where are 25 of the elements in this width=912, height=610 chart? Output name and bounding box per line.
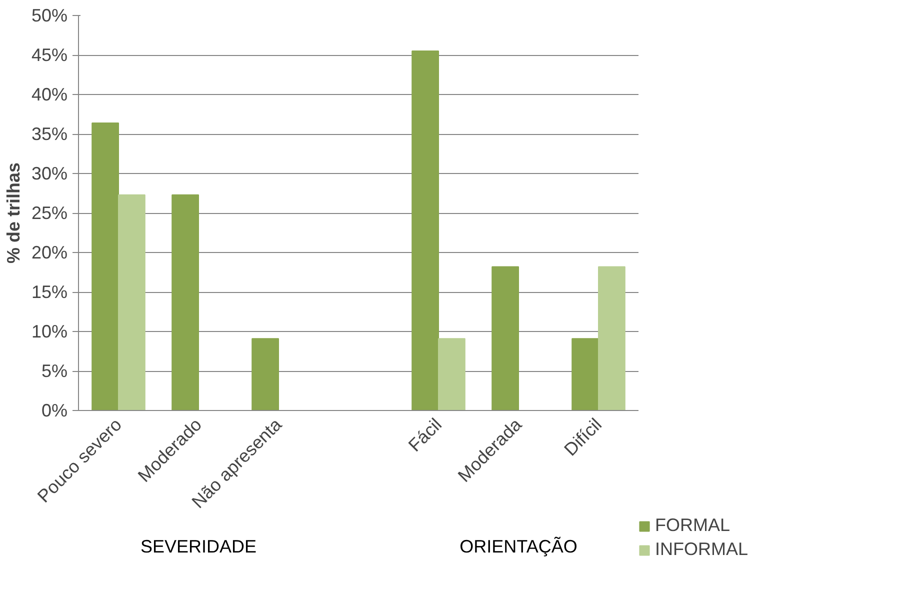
y-tick-label: 0%: [41, 400, 68, 420]
y-tick-label: 5%: [41, 361, 68, 381]
bar: [412, 50, 439, 410]
bar: [492, 266, 519, 410]
y-tick-label: 50%: [31, 6, 68, 26]
y-axis-title: % de trilhas: [3, 162, 24, 264]
bar: [118, 194, 146, 410]
y-tick-label: 30%: [31, 164, 68, 184]
text: ORIENTAÇÃO: [460, 536, 578, 556]
text: SEVERIDADE: [140, 536, 257, 556]
y-tick-label: 25%: [31, 203, 68, 223]
legend-label: INFORMAL: [655, 539, 748, 560]
y-tick-label: 45%: [31, 45, 68, 65]
legend-label: FORMAL: [655, 515, 730, 536]
bar: [172, 194, 199, 410]
y-tick-label: 15%: [31, 282, 68, 302]
y-tick-label: 10%: [31, 322, 68, 342]
bar: [252, 338, 279, 410]
bar: [598, 266, 626, 410]
y-tick-label: 20%: [31, 242, 68, 262]
y-tick-label: 40%: [31, 84, 68, 104]
bar: [572, 338, 599, 410]
bar: [438, 338, 466, 410]
bar: [92, 122, 119, 410]
y-tick-label: 35%: [31, 124, 68, 144]
